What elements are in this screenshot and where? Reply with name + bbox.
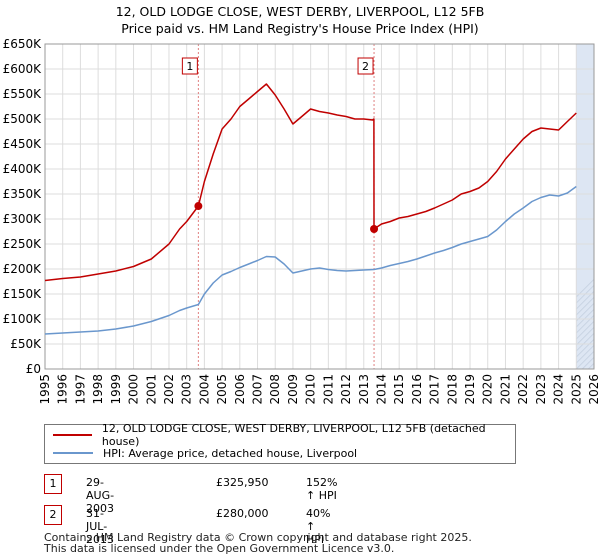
x-tick-label: 2016	[410, 374, 424, 405]
sale-label-box-1	[181, 57, 198, 75]
sale-marker-2: 2	[44, 505, 62, 525]
forecast-shade	[576, 44, 594, 369]
forecast-hatch	[576, 302, 595, 322]
plot-frame	[44, 43, 595, 370]
legend-item-hpi: HPI: Average price, detached house, Live…	[53, 444, 357, 462]
series-line-hpi	[44, 185, 577, 335]
x-tick-label: 2004	[197, 374, 211, 405]
x-tick-label: 2011	[321, 374, 335, 405]
x-tick-label: 2012	[339, 374, 353, 405]
sale-label-2: 2	[362, 60, 369, 73]
sale-price-2: £280,000	[216, 507, 269, 520]
x-tick-label: 2015	[392, 374, 406, 405]
footer-license: This data is licensed under the Open Gov…	[44, 542, 395, 555]
footer-copyright: Contains HM Land Registry data © Crown c…	[44, 531, 472, 544]
chart-legend: 12, OLD LODGE CLOSE, WEST DERBY, LIVERPO…	[44, 422, 516, 464]
chart-title: 12, OLD LODGE CLOSE, WEST DERBY, LIVERPO…	[115, 4, 485, 19]
x-tick-label: 2000	[127, 374, 141, 405]
x-tick-label: 1997	[73, 374, 87, 405]
legend-swatch-hpi	[53, 452, 93, 454]
sale-marker-1: 1	[44, 474, 62, 494]
x-tick-label: 2020	[481, 374, 495, 405]
sale-point-2	[370, 225, 379, 233]
x-tick-label: 2022	[516, 374, 530, 405]
sale-label-1: 1	[186, 60, 193, 73]
y-tick-label: £250K	[3, 237, 43, 251]
y-tick-label: £400K	[3, 162, 43, 176]
sale-date-2: 31-JUL-2013	[86, 507, 114, 546]
chart-subtitle: Price paid vs. HM Land Registry's House …	[121, 21, 479, 36]
y-tick-label: £500K	[3, 112, 43, 126]
x-tick-label: 2001	[144, 374, 158, 405]
x-tick-label: 1996	[56, 374, 70, 405]
forecast-hatch	[593, 368, 595, 369]
y-tick-label: £0	[26, 362, 41, 376]
x-tick-label: 2017	[428, 374, 442, 405]
x-tick-label: 1995	[38, 374, 52, 405]
series-line-property	[44, 83, 577, 282]
x-tick-label: 2025	[569, 374, 583, 405]
legend-item-property: 12, OLD LODGE CLOSE, WEST DERBY, LIVERPO…	[53, 422, 515, 448]
x-tick-label: 2019	[463, 374, 477, 405]
sale-price-1: £325,950	[216, 476, 269, 489]
y-tick-label: £550K	[3, 87, 43, 101]
legend-swatch-property	[53, 434, 92, 436]
x-tick-label: 2002	[162, 374, 176, 405]
x-tick-label: 2021	[498, 374, 512, 405]
x-tick-label: 2006	[233, 374, 247, 405]
x-tick-label: 2008	[268, 374, 282, 405]
x-tick-label: 1998	[91, 374, 105, 405]
x-tick-label: 1999	[109, 374, 123, 405]
legend-label-property: 12, OLD LODGE CLOSE, WEST DERBY, LIVERPO…	[101, 422, 486, 448]
x-tick-label: 2009	[286, 374, 300, 405]
x-tick-label: 2023	[534, 374, 548, 405]
legend-label-hpi: HPI: Average price, detached house, Live…	[103, 446, 358, 460]
x-tick-label: 2007	[251, 374, 265, 405]
price-chart: £0 £50K £100K £150K £200K £250K £300K £350K £400…	[3, 37, 600, 405]
x-tick-label: 2010	[304, 374, 318, 405]
forecast-hatch	[576, 308, 595, 328]
y-tick-label: £200K	[3, 262, 43, 276]
y-tick-label: £100K	[3, 312, 43, 326]
x-tick-label: 2024	[552, 374, 566, 405]
sale-label-box-2	[357, 57, 374, 75]
x-tick-label: 2013	[357, 374, 371, 405]
sale-point-1	[194, 202, 203, 211]
x-tick-label: 2014	[374, 374, 388, 405]
y-tick-label: £450K	[3, 137, 43, 151]
y-tick-label: £350K	[3, 187, 43, 201]
y-tick-label: £600K	[3, 62, 43, 76]
y-tick-label: £50K	[10, 337, 42, 351]
x-tick-label: 2005	[215, 374, 229, 405]
x-tick-label: 2018	[445, 374, 459, 405]
y-tick-label: £300K	[3, 212, 43, 226]
x-tick-label: 2003	[180, 374, 194, 405]
sale-date-1: 29-AUG-2003	[86, 476, 115, 515]
sale-hpi-1: 152% ↑ HPI	[306, 476, 338, 502]
x-tick-label: 2026	[587, 374, 600, 405]
y-tick-label: £650K	[3, 37, 43, 51]
y-tick-label: £150K	[3, 287, 43, 301]
sale-hpi-2: 40% ↑ HPI	[306, 507, 331, 546]
plot-area	[45, 44, 594, 369]
